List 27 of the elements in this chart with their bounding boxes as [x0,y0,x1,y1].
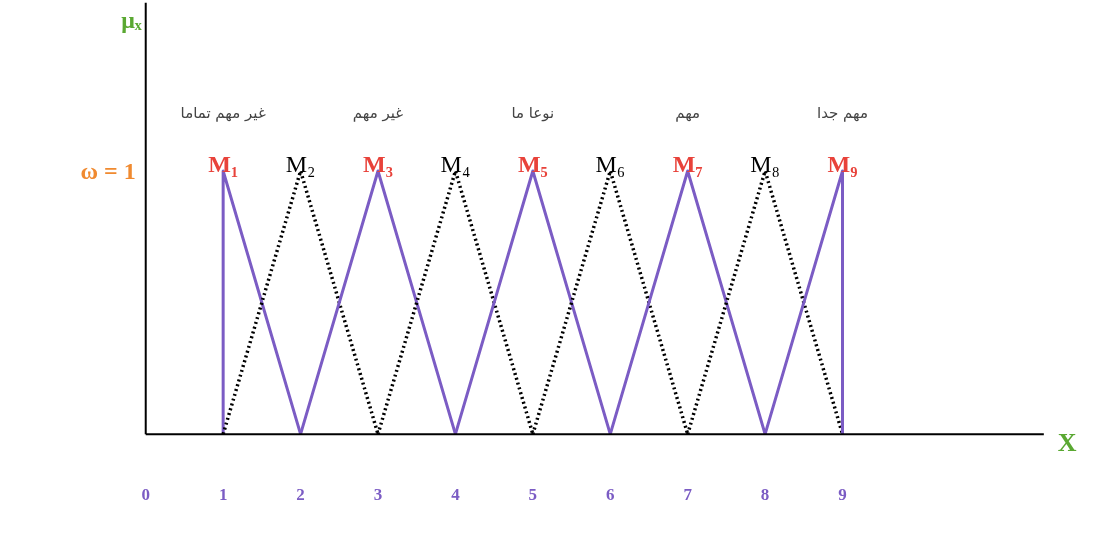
x-tick-label: 2 [296,484,305,504]
series-label: M₁ [208,150,239,177]
series-label: M₄ [440,150,471,177]
text: مهم [675,104,701,123]
text: ω = 1 [80,157,136,184]
series-label: M₈ [750,150,780,177]
text: غير مهم [352,104,404,123]
x-tick-label: 8 [760,484,770,504]
series-label: M₆ [595,150,626,177]
text: مهم جدا [817,104,869,123]
series-label: M₅ [517,150,548,177]
series-label: M₃ [363,150,393,177]
text: غير مهم تماما [180,104,266,123]
series-label: M₇ [672,150,703,177]
x-axis-title: X [1057,427,1077,457]
series-label: M₉ [827,150,858,177]
x-tick-label: 7 [683,484,693,504]
x-tick-label: 1 [218,484,228,504]
x-tick-label: 6 [606,484,615,504]
x-tick-label: 4 [451,484,461,504]
x-tick-label: 3 [373,484,383,504]
series-label: M₂ [285,150,316,177]
x-tick-label: 5 [528,484,538,504]
text: μₓ [121,6,142,33]
x-tick-label: 9 [838,484,847,504]
text: نوعا ما [511,104,555,123]
x-tick-label: 0 [141,484,150,504]
